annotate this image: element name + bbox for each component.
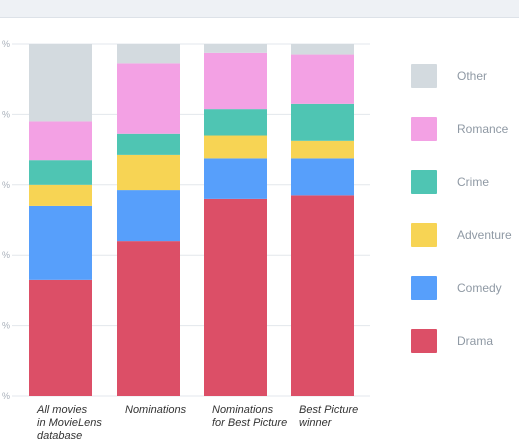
legend-label-comedy: Comedy: [457, 281, 502, 295]
bar-segment-romance-1: [29, 121, 92, 161]
bar-segment-romance-4: [291, 54, 354, 104]
bar-segment-crime-4: [291, 103, 354, 141]
bar-segment-crime-3: [204, 109, 267, 136]
y-tick-label-80: %: [2, 109, 10, 119]
x-category-label-3: Nominations for Best Picture: [212, 404, 287, 429]
legend-label-adventure: Adventure: [457, 228, 512, 242]
bar-segment-crime-1: [29, 160, 92, 185]
bar-segment-crime-2: [117, 133, 180, 155]
top-bar: [0, 0, 519, 18]
bar-segment-adventure-3: [204, 135, 267, 159]
bar-segment-drama-1: [29, 279, 92, 396]
legend-swatch-adventure: [411, 223, 437, 247]
bar-segment-adventure-1: [29, 184, 92, 206]
x-category-label-2: Nominations: [125, 404, 187, 416]
bar-segment-romance-2: [117, 63, 180, 134]
legend-swatch-crime: [411, 170, 437, 194]
bar-segment-romance-3: [204, 52, 267, 110]
bar-segment-comedy-3: [204, 158, 267, 199]
legend-swatch-other: [411, 64, 437, 88]
bar-segment-other-1: [29, 44, 92, 122]
bar-segment-adventure-2: [117, 154, 180, 191]
legend-label-other: Other: [457, 69, 487, 83]
bar-segment-other-4: [291, 44, 354, 55]
bar-segment-other-2: [117, 44, 180, 64]
legend-swatch-romance: [411, 117, 437, 141]
y-tick-label-40: %: [2, 250, 10, 260]
y-tick-label-0: %: [2, 391, 10, 401]
legend-label-crime: Crime: [457, 175, 489, 189]
bar-segment-other-3: [204, 44, 267, 53]
legend-swatch-drama: [411, 329, 437, 353]
bar-segment-comedy-1: [29, 205, 92, 280]
bar-segment-comedy-4: [291, 158, 354, 196]
y-tick-label-100: %: [2, 39, 10, 49]
bar-segment-adventure-4: [291, 140, 354, 159]
legend-swatch-comedy: [411, 276, 437, 300]
x-category-label-4: Best Picture winner: [299, 404, 358, 429]
bar-segment-drama-4: [291, 195, 354, 396]
y-tick-label-60: %: [2, 180, 10, 190]
bar-segment-comedy-2: [117, 190, 180, 242]
bar-segment-drama-2: [117, 241, 180, 396]
x-category-label-1: All movies in MovieLens database: [36, 404, 102, 440]
legend-label-drama: Drama: [457, 334, 493, 348]
legend-label-romance: Romance: [457, 122, 509, 136]
bar-segment-drama-3: [204, 198, 267, 396]
y-tick-label-20: %: [2, 321, 10, 331]
